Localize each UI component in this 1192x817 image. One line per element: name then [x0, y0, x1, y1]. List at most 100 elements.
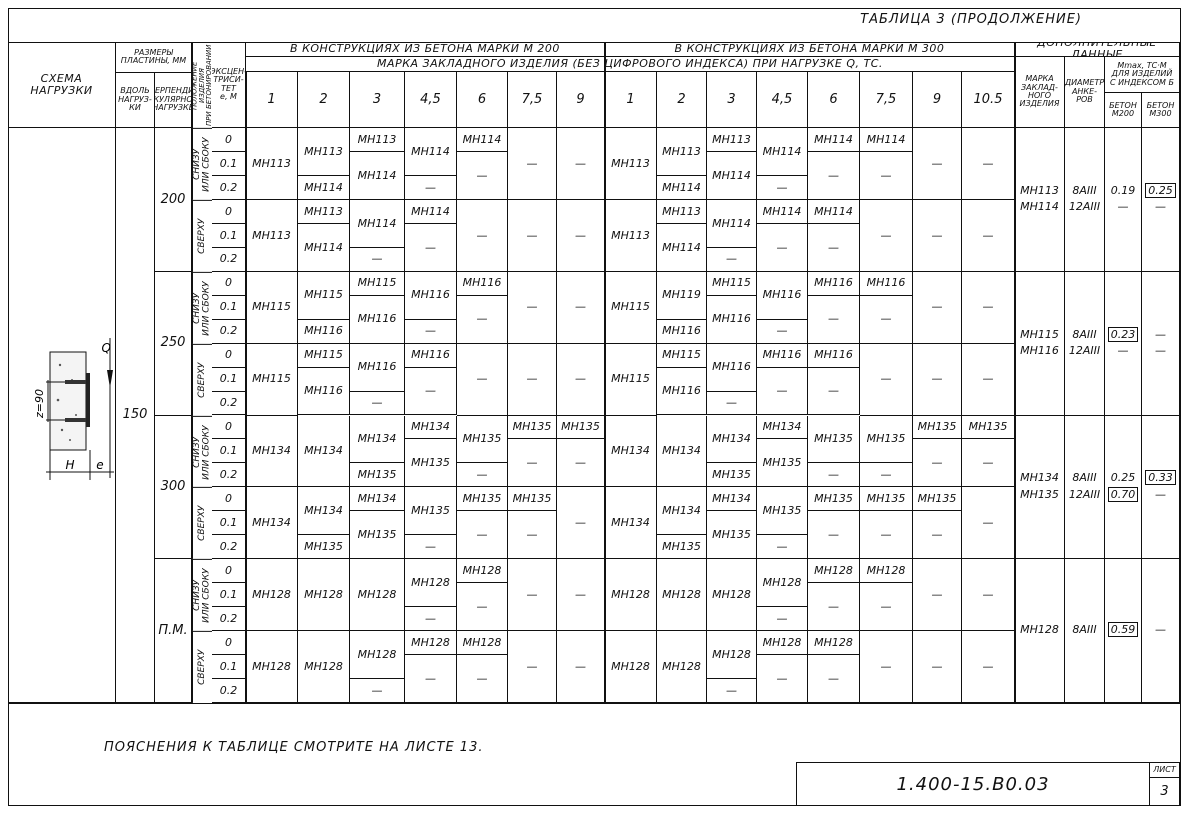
embed-mark-m200-text: МН134	[252, 516, 291, 530]
load-scheme-diagram: z=90 Q H e	[33, 338, 114, 480]
extra-c300: 0.25 —	[1142, 128, 1180, 272]
embed-mark-m300: МН135	[913, 415, 962, 440]
extra-c200-value: 0.19	[1110, 183, 1136, 197]
header-load-m200: 1	[246, 72, 298, 128]
embed-mark-m300: МН128	[860, 559, 913, 584]
embed-mark-m200: —	[557, 271, 605, 344]
embed-mark-m300: МН114	[808, 128, 860, 152]
embed-mark-m200: МН135	[405, 487, 457, 536]
embed-mark-m300: МН135	[808, 415, 860, 464]
embed-mark-m200-text: МН115	[252, 372, 291, 386]
embed-mark-m300: —	[860, 295, 913, 344]
embed-mark-m300-text: МН114	[814, 132, 853, 146]
extra-diam-value: 8АIII	[1072, 471, 1097, 485]
embed-mark-m300: —	[757, 655, 808, 703]
embed-mark-m300: —	[808, 295, 860, 344]
embed-mark-m300: —	[757, 223, 808, 272]
eccentricity-label: e	[96, 458, 103, 472]
header-load-m200: 6	[457, 72, 508, 128]
position-label-text: СНИЗУ ИЛИ СБОКУ	[192, 137, 212, 192]
header-load-m200: 3	[350, 72, 405, 128]
embed-mark-m200-text: —	[425, 611, 436, 625]
header-extra: ДОПОЛНИТЕЛЬНЫЕ ДАННЫЕ	[1015, 42, 1180, 57]
eccentricity-value: 0.1	[212, 151, 246, 176]
extra-c300-row: —	[1155, 343, 1166, 360]
extra-c200-row: 0.70	[1107, 486, 1139, 504]
eccentricity-value: 0	[212, 487, 246, 512]
embed-mark-m200: МН135	[298, 535, 350, 560]
embed-mark-m300-text: —	[726, 252, 737, 266]
sheet-box: ЛИСТ 3	[1150, 762, 1180, 806]
embed-mark-m300-text: —	[931, 156, 943, 170]
embed-mark-m300-text: —	[828, 468, 839, 482]
header-mark-under-load-text: МАРКА ЗАКЛАДНОГО ИЗДЕЛИЯ (БЕЗ ЦИФРОВОГО …	[377, 57, 883, 71]
embed-mark-m300-text: МН135	[917, 420, 957, 434]
eccentricity-value-text: 0.2	[219, 468, 238, 482]
embed-mark-m200: —	[557, 199, 605, 272]
position-label: СНИЗУ ИЛИ СБОКУ	[192, 271, 212, 344]
embed-mark-m300-text: —	[726, 683, 737, 697]
embed-mark-m300: —	[913, 511, 962, 560]
extra-mark-value: МН116	[1020, 344, 1059, 358]
extra-diam-value: 12АIII	[1068, 200, 1101, 214]
embed-mark-m200: МН114	[405, 199, 457, 224]
header-along: ВДОЛЬ НАГРУЗ- КИ	[116, 73, 155, 128]
embed-mark-m300: МН114	[808, 199, 860, 224]
eccentricity-value: 0.2	[212, 535, 246, 560]
embed-mark-m200: МН128	[298, 559, 350, 632]
embed-mark-m300-text: МН135	[762, 504, 802, 518]
embed-mark-m300-text: МН116	[762, 348, 802, 362]
embed-mark-m200-text: —	[425, 671, 436, 685]
extra-diam-row: 8АIII	[1072, 470, 1096, 487]
embed-mark-m200-text: МН128	[357, 647, 397, 661]
extra-mark-row: МН135	[1020, 487, 1059, 504]
embed-mark-m200-text: МН114	[357, 216, 397, 230]
eccentricity-value: 0.1	[212, 223, 246, 248]
embed-mark-m200-text: МН113	[304, 204, 343, 218]
embed-mark-m300: —	[860, 463, 913, 488]
embed-mark-m300: МН114	[707, 199, 757, 248]
header-load-m200-text: 3	[372, 91, 382, 107]
embed-mark-m200: МН135	[350, 463, 405, 488]
thick-divider-m200	[245, 72, 247, 703]
embed-mark-m300-text: МН128	[712, 587, 751, 601]
embed-mark-m300-text: —	[776, 240, 788, 254]
embed-mark-m200: МН115	[246, 343, 298, 416]
embed-mark-m200: —	[405, 535, 457, 560]
embed-mark-m300: МН116	[808, 343, 860, 368]
embed-mark-m300: МН116	[707, 343, 757, 392]
embed-mark-m200: —	[557, 439, 605, 488]
embed-mark-m200: —	[405, 607, 457, 632]
eccentricity-value: 0	[212, 271, 246, 296]
embed-mark-m300: МН128	[605, 559, 657, 632]
header-load-m300-text: 3	[727, 91, 736, 107]
position-label: СВЕРХУ	[192, 487, 212, 560]
header-load-m200-text: 9	[576, 91, 585, 107]
header-extra-diam: ДИАМЕТР АНКЕ- РОВ	[1065, 57, 1105, 128]
embed-mark-m200-text: —	[476, 468, 488, 482]
eccentricity-value-text: 0.1	[219, 587, 238, 601]
embed-mark-m200-text: МН135	[561, 420, 600, 434]
extra-c300-row: —	[1155, 622, 1166, 639]
header-load-m300-text: 2	[677, 91, 686, 107]
embed-mark-m200: —	[457, 343, 508, 416]
embed-mark-m300-text: —	[776, 539, 788, 553]
position-label-text: СВЕРХУ	[196, 506, 207, 542]
embed-mark-m300-text: —	[931, 300, 943, 314]
embed-mark-m300: МН135	[657, 535, 707, 560]
embed-mark-m300-text: —	[880, 659, 892, 673]
embed-mark-m200-text: —	[575, 516, 586, 530]
embed-mark-m200-text: —	[526, 456, 538, 470]
along-value-text: 150	[122, 407, 148, 423]
embed-mark-m300-text: —	[982, 156, 994, 170]
embed-mark-m200: МН128	[298, 631, 350, 703]
eccentricity-value-text: 0	[225, 492, 232, 506]
embed-mark-m200: МН116	[405, 271, 457, 320]
eccentricity-value: 0.1	[212, 295, 246, 320]
embed-mark-m300-text: —	[880, 599, 892, 613]
header-top-line	[8, 42, 1180, 43]
embed-mark-m200-text: МН135	[304, 539, 343, 553]
embed-mark-m200-text: МН134	[411, 420, 450, 434]
embed-mark-m300-text: МН128	[814, 635, 853, 649]
embed-mark-m300: МН134	[707, 415, 757, 464]
